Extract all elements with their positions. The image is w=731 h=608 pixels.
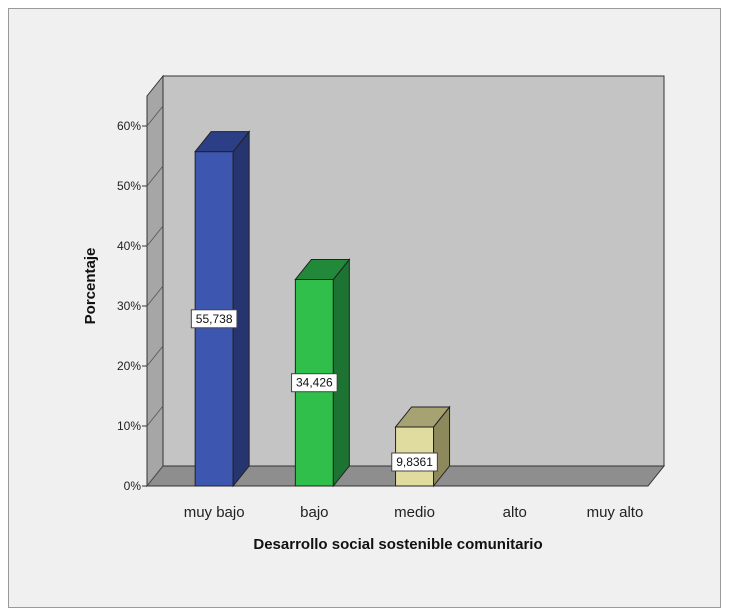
x-tick-label: muy alto [587,504,644,521]
bar-top [294,258,351,280]
x-tick-label: bajo [300,504,328,521]
y-tick-label: 60% [117,119,141,133]
x-tick-label: alto [503,504,527,521]
bar-muy-bajo: 55,738 [190,130,251,488]
bars: 55,738 34,426 9,8361 [190,130,451,488]
y-tick-label: 30% [117,299,141,313]
y-tick-depth-line [146,165,164,187]
bar-top [394,406,451,428]
y-axis-ticks: 0% 10% 20% 30% 40% 50% 60% [117,105,164,493]
bar-side [332,258,350,488]
bar-medio: 9,8361 [391,405,451,488]
y-tick-depth-line [146,345,164,367]
y-axis-title: Porcentaje [82,248,99,325]
x-tick-label: medio [394,504,435,521]
y-tick-label: 0% [124,479,142,493]
y-tick-depth-line [146,225,164,247]
y-tick-depth-line [146,465,164,487]
data-label-box [391,452,438,472]
y-tick-label: 20% [117,359,141,373]
data-label-box [190,309,238,329]
x-tick-label: muy bajo [184,504,245,521]
data-label: 9,8361 [396,455,433,469]
y-tick-label: 10% [117,419,141,433]
data-label: 55,738 [196,312,233,326]
x-axis-title: Desarrollo social sostenible comunitario [253,536,542,553]
data-label: 34,426 [296,376,333,390]
bar-chart: 0%10%20%30%40%50%60% 55,73834,4269,8361 … [82,74,666,553]
chart-side-wall [146,74,164,488]
y-tick-label: 50% [117,179,141,193]
y-tick-depth-line [146,405,164,427]
x-axis-categories: muy bajo bajo medio alto muy alto [184,504,644,521]
bar-side [232,130,250,488]
y-tick-label: 40% [117,239,141,253]
bar-top [194,131,251,153]
y-tick-depth-line [146,285,164,307]
bar-bajo: 34,426 [291,258,351,488]
y-tick-depth-line [146,105,164,127]
data-label-box [291,373,338,393]
